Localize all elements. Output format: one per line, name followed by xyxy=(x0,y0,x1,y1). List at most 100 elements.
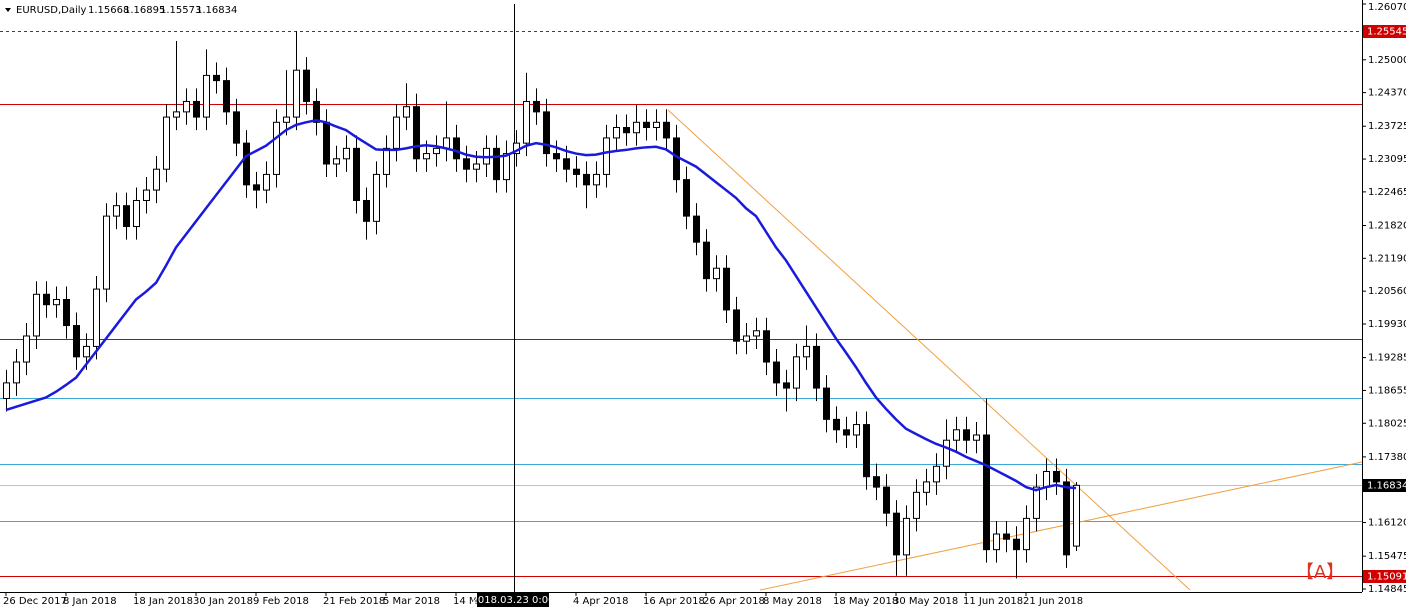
candle-body xyxy=(753,330,760,337)
candle-body xyxy=(283,116,290,123)
candle-body xyxy=(793,356,800,389)
trend-line xyxy=(759,461,1363,591)
candle-body xyxy=(73,325,80,358)
candle-body xyxy=(833,418,840,431)
candle-body xyxy=(783,382,790,389)
price-tag xyxy=(1363,479,1406,492)
candle-body xyxy=(903,517,910,556)
candle-body xyxy=(813,345,820,389)
candle-body xyxy=(503,153,510,181)
candle-body xyxy=(803,345,810,358)
candle-body xyxy=(273,121,280,175)
candle-body xyxy=(653,121,660,129)
candle-body xyxy=(713,267,720,280)
candle-body xyxy=(593,173,600,186)
symbol-label: EURUSD,Daily xyxy=(16,5,87,16)
candle-body xyxy=(773,361,780,384)
candle-body xyxy=(53,298,60,306)
x-tick-label: 16 Apr 2018 xyxy=(643,596,705,607)
candle-body xyxy=(543,111,550,155)
candle-body xyxy=(693,215,700,243)
candle-body xyxy=(723,267,730,311)
candle-body xyxy=(393,116,400,149)
candle-body xyxy=(373,173,380,222)
candle-body xyxy=(463,158,470,170)
x-tick-label: 4 Apr 2018 xyxy=(573,596,628,607)
y-tick-label: 1.16120 xyxy=(1368,518,1406,529)
trend-line xyxy=(667,109,1191,591)
candle-body xyxy=(343,147,350,160)
candle-body xyxy=(563,158,570,170)
candle-body xyxy=(1013,538,1020,551)
candle-body xyxy=(33,293,40,337)
candle-body xyxy=(553,153,560,160)
candle-body xyxy=(353,147,360,201)
candle-body xyxy=(253,184,260,191)
candle-body xyxy=(1023,517,1030,551)
candle-body xyxy=(213,74,220,82)
candle-body xyxy=(153,168,160,191)
candle-body xyxy=(103,215,110,290)
x-tick-label: 21 Jun 2018 xyxy=(1023,596,1083,607)
candle-body xyxy=(113,205,120,217)
candle-body xyxy=(633,121,640,134)
candle-body xyxy=(473,163,480,170)
candle-body xyxy=(913,491,920,519)
candle-body xyxy=(233,111,240,144)
candle-body xyxy=(43,293,50,306)
candle-body xyxy=(973,434,980,441)
candle-body xyxy=(123,205,130,228)
x-tick-label: 5 Mar 2018 xyxy=(383,596,440,607)
candle-body xyxy=(533,100,540,113)
candle-body xyxy=(1003,533,1010,540)
price-tag-label: 1.15091 xyxy=(1367,572,1406,583)
candle-body xyxy=(1033,486,1040,519)
candle-body xyxy=(643,121,650,129)
menu-arrow[interactable] xyxy=(5,8,11,12)
crosshair-label: 2018.03.23 0:00 xyxy=(472,595,555,606)
candle-body xyxy=(63,298,70,327)
x-tick-label: 26 Apr 2018 xyxy=(703,596,765,607)
x-tick-label: 9 Feb 2018 xyxy=(253,596,309,607)
y-tick-label: 1.24370 xyxy=(1368,88,1406,99)
x-tick-label: 11 Jun 2018 xyxy=(963,596,1023,607)
price-tag-label: 1.16834 xyxy=(1367,481,1406,492)
candle-body xyxy=(183,100,190,113)
close-value: 1.16834 xyxy=(196,5,237,16)
x-tick-label: 8 Jan 2018 xyxy=(63,596,117,607)
candle-body xyxy=(883,486,890,514)
candle-body xyxy=(433,147,440,155)
candle-body xyxy=(23,335,30,363)
y-tick-label: 1.19930 xyxy=(1368,319,1406,330)
y-tick-label: 1.26070 xyxy=(1368,2,1406,13)
candle-body xyxy=(223,80,230,113)
candle-body xyxy=(243,142,250,186)
candle-body xyxy=(923,481,930,493)
low-value: 1.15573 xyxy=(160,5,201,16)
x-tick-label: 26 Dec 2017 xyxy=(3,596,67,607)
candle-body xyxy=(383,147,390,175)
y-tick-label: 1.23725 xyxy=(1368,121,1406,132)
candle-body xyxy=(173,111,180,118)
y-tick-label: 1.17380 xyxy=(1368,452,1406,463)
candle-body xyxy=(963,429,970,441)
candle-body xyxy=(1063,481,1070,556)
candle-body xyxy=(853,424,860,436)
candle-body xyxy=(163,116,170,170)
candle-body xyxy=(263,173,270,191)
y-tick-label: 1.18655 xyxy=(1368,385,1406,396)
candle-body xyxy=(623,127,630,134)
x-tick-label: 18 May 2018 xyxy=(833,596,898,607)
candle-body xyxy=(953,429,960,441)
price-tag xyxy=(1363,25,1406,38)
high-value: 1.16895 xyxy=(124,5,165,16)
price-tag-label: 1.25545 xyxy=(1367,27,1406,38)
crosshair-box xyxy=(477,593,549,607)
candle-body xyxy=(873,476,880,488)
candle-body xyxy=(763,330,770,363)
y-tick-label: 1.20560 xyxy=(1368,286,1406,297)
candle-body xyxy=(703,241,710,280)
candle-body xyxy=(203,74,210,118)
candle-body xyxy=(143,189,150,201)
